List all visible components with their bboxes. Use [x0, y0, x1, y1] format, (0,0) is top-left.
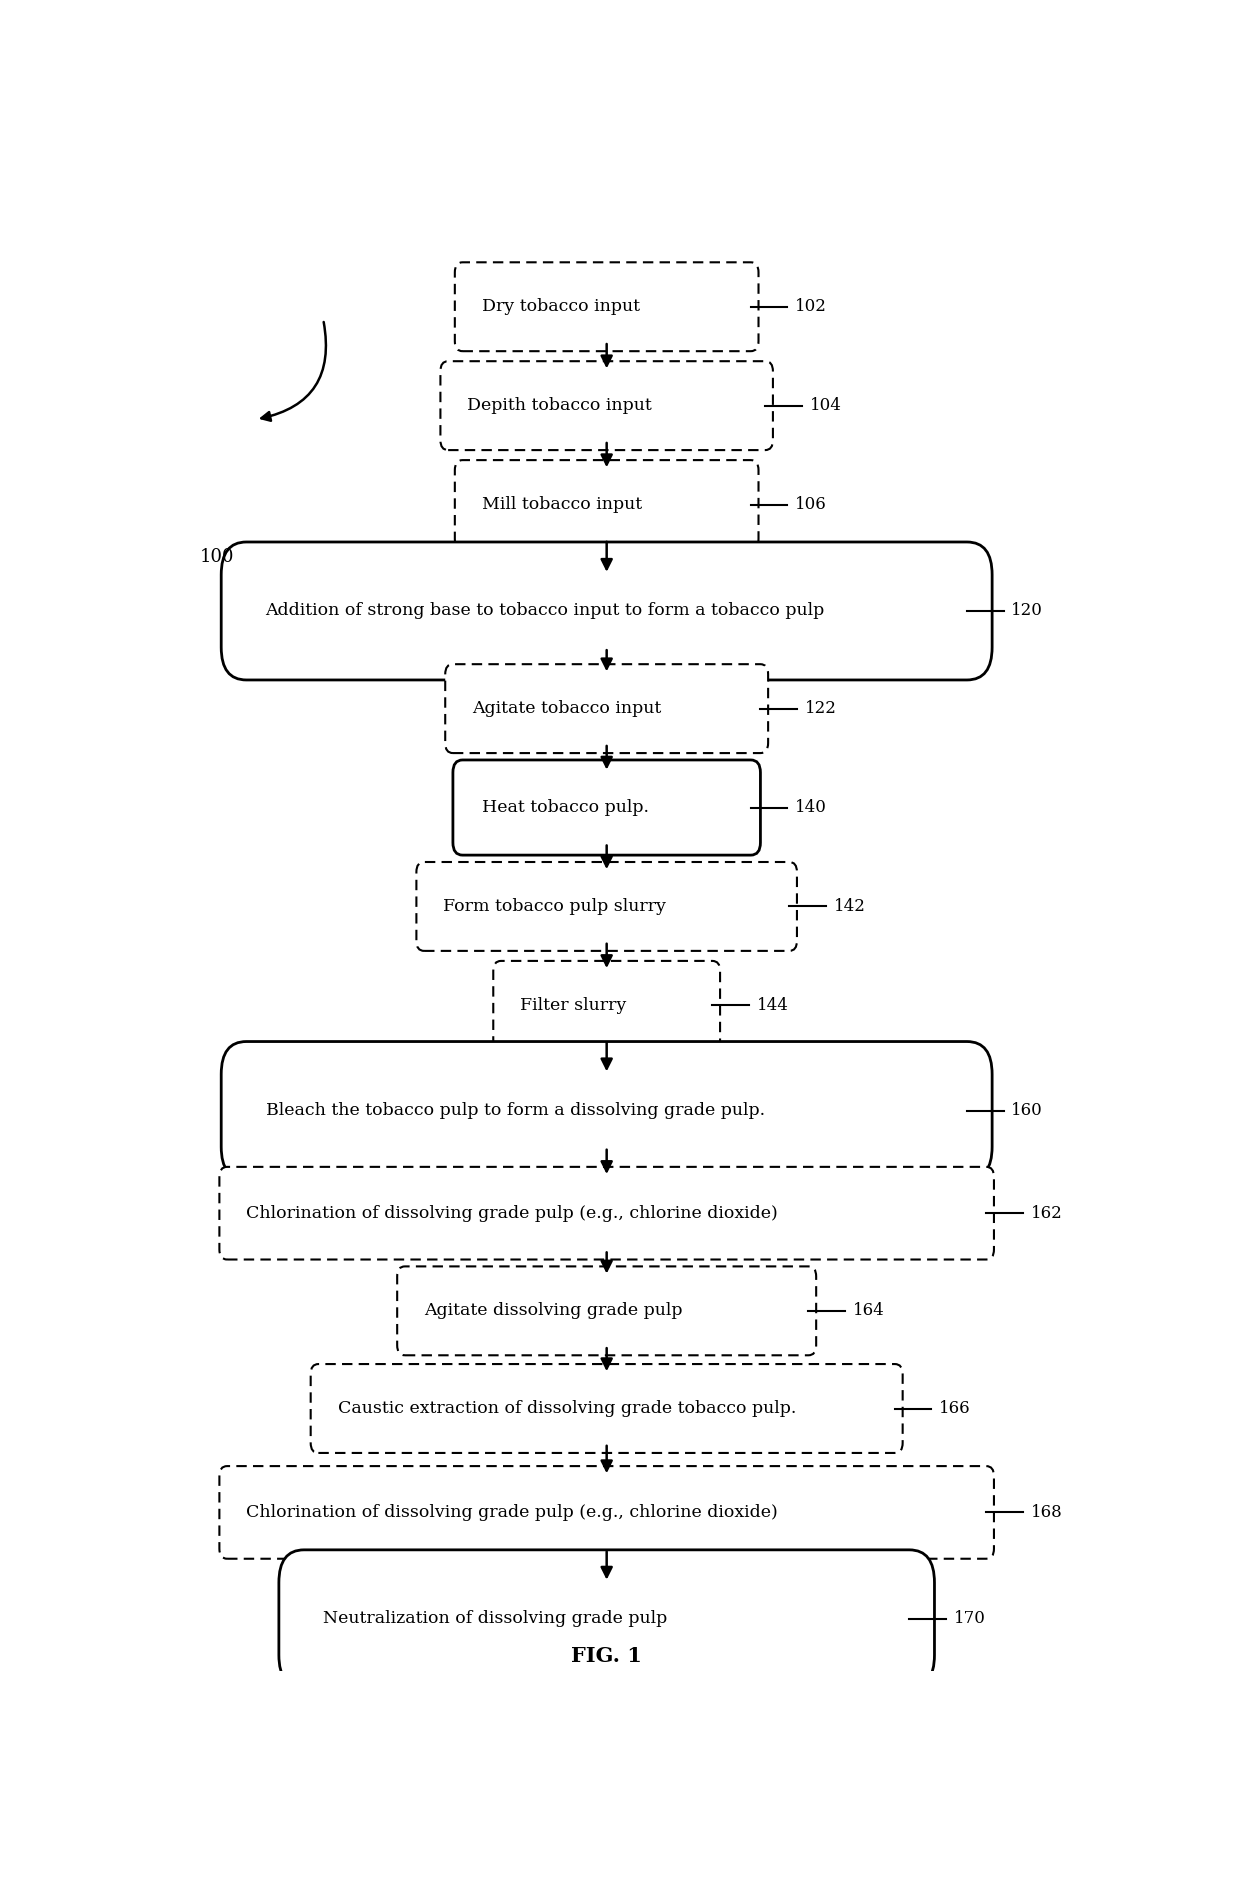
- Text: 170: 170: [954, 1609, 986, 1628]
- Text: 104: 104: [810, 396, 841, 415]
- Text: Chlorination of dissolving grade pulp (e.g., chlorine dioxide): Chlorination of dissolving grade pulp (e…: [247, 1204, 777, 1223]
- Text: Depith tobacco input: Depith tobacco input: [467, 396, 652, 415]
- Text: 144: 144: [756, 997, 789, 1014]
- Text: Dry tobacco input: Dry tobacco input: [481, 299, 640, 316]
- FancyBboxPatch shape: [219, 1467, 994, 1559]
- FancyBboxPatch shape: [440, 361, 773, 451]
- Text: 102: 102: [795, 299, 827, 316]
- Text: 140: 140: [795, 798, 827, 817]
- Text: 106: 106: [795, 496, 827, 513]
- Text: 142: 142: [833, 898, 866, 915]
- FancyBboxPatch shape: [455, 460, 759, 548]
- Text: 120: 120: [1012, 603, 1043, 620]
- Text: Agitate dissolving grade pulp: Agitate dissolving grade pulp: [424, 1301, 682, 1320]
- Text: Agitate tobacco input: Agitate tobacco input: [472, 700, 661, 717]
- Text: 168: 168: [1030, 1504, 1063, 1521]
- Text: Heat tobacco pulp.: Heat tobacco pulp.: [481, 798, 649, 817]
- Text: 162: 162: [1030, 1204, 1063, 1223]
- Text: Mill tobacco input: Mill tobacco input: [481, 496, 642, 513]
- Text: Addition of strong base to tobacco input to form a tobacco pulp: Addition of strong base to tobacco input…: [265, 603, 825, 620]
- Text: Neutralization of dissolving grade pulp: Neutralization of dissolving grade pulp: [324, 1609, 667, 1628]
- FancyBboxPatch shape: [219, 1166, 994, 1260]
- Text: Chlorination of dissolving grade pulp (e.g., chlorine dioxide): Chlorination of dissolving grade pulp (e…: [247, 1504, 777, 1521]
- Text: Bleach the tobacco pulp to form a dissolving grade pulp.: Bleach the tobacco pulp to form a dissol…: [265, 1102, 765, 1119]
- Text: Form tobacco pulp slurry: Form tobacco pulp slurry: [444, 898, 666, 915]
- FancyBboxPatch shape: [453, 761, 760, 854]
- Text: 166: 166: [939, 1399, 971, 1418]
- FancyBboxPatch shape: [221, 543, 992, 680]
- FancyBboxPatch shape: [279, 1549, 935, 1688]
- FancyBboxPatch shape: [445, 665, 768, 753]
- Text: 164: 164: [853, 1301, 884, 1320]
- Text: Caustic extraction of dissolving grade tobacco pulp.: Caustic extraction of dissolving grade t…: [337, 1399, 796, 1418]
- Text: 160: 160: [1012, 1102, 1043, 1119]
- FancyBboxPatch shape: [221, 1042, 992, 1179]
- Text: Filter slurry: Filter slurry: [521, 997, 626, 1014]
- FancyBboxPatch shape: [397, 1266, 816, 1356]
- Text: 100: 100: [200, 548, 234, 565]
- FancyBboxPatch shape: [311, 1363, 903, 1454]
- Text: FIG. 1: FIG. 1: [572, 1647, 642, 1666]
- Text: 122: 122: [805, 700, 837, 717]
- FancyBboxPatch shape: [494, 962, 720, 1050]
- FancyBboxPatch shape: [417, 862, 797, 950]
- FancyBboxPatch shape: [455, 263, 759, 351]
